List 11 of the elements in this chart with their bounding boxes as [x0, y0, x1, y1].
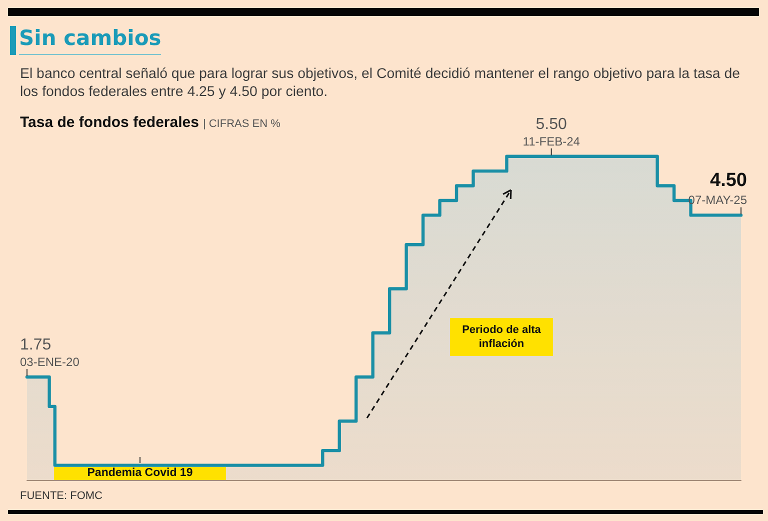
- data-label: 1.75: [20, 336, 52, 354]
- chart-title: Sin cambios: [19, 26, 162, 55]
- annotation: 03-ENE-20: [20, 355, 80, 370]
- data-label: 4.50: [710, 170, 747, 192]
- text: 11-FEB-24: [522, 134, 580, 148]
- y-axis-title: Tasa de fondos federales | CIFRAS EN %: [20, 114, 280, 131]
- source-note: FUENTE: FOMC: [20, 489, 102, 503]
- chart-subtitle: El banco central señaló que para lograr sus objetivos, el Comité decidió mantener el rango objetivo para la tasa de los fondos federales entre 4.25 y 4.50 por ciento.: [20, 65, 742, 101]
- annotation: Periodo de alta inflación: [461, 323, 542, 351]
- annotation: 07-MAY-25: [688, 193, 748, 208]
- data-label: 5.50: [536, 116, 568, 133]
